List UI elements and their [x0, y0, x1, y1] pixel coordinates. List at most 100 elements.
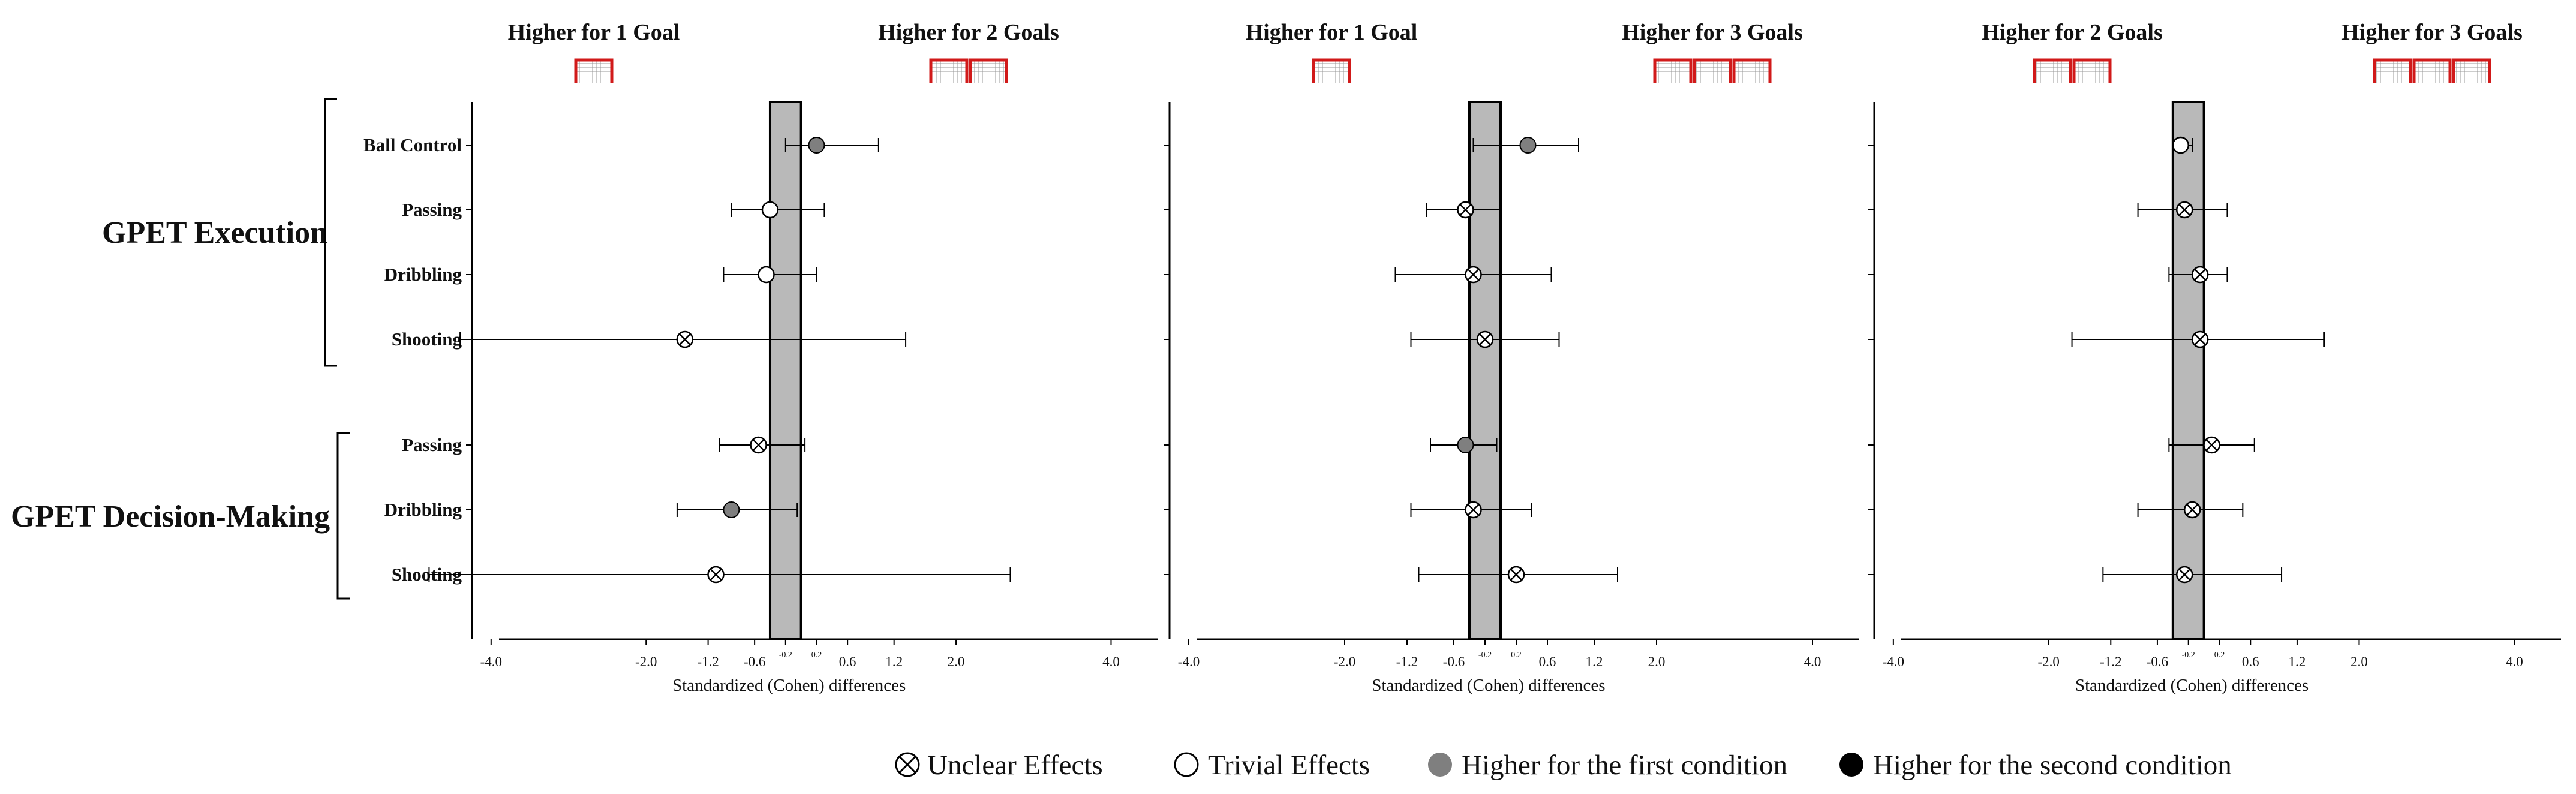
unclear-cross — [678, 333, 691, 345]
x-tick-label: -0.2 — [1478, 651, 1492, 660]
effect-point-trivial — [2172, 136, 2190, 154]
x-tick-label: 2.0 — [1648, 654, 1666, 669]
panel-header-left: Higher for 1 Goal — [1246, 20, 1418, 45]
unclear-cross — [1510, 569, 1522, 581]
goal-icon — [1732, 58, 1772, 83]
legend-label-second: Higher for the second condition — [1873, 750, 2232, 781]
panel-header-left: Higher for 2 Goals — [1982, 20, 2163, 45]
goal-icon — [969, 58, 1008, 83]
x-axis-label: Standardized (Cohen) differences — [1372, 676, 1605, 695]
unclear-cross — [752, 439, 765, 451]
goal-net-icon — [1735, 60, 1769, 83]
unclear-cross — [2178, 204, 2191, 216]
row-label: Dribbling — [384, 264, 462, 285]
x-tick-label: 0.6 — [2242, 654, 2259, 669]
legend: Unclear Effects Trivial Effects Higher f… — [895, 750, 2232, 781]
legend-label-trivial: Trivial Effects — [1208, 750, 1370, 781]
goal-icon — [1312, 58, 1351, 83]
x-tick-label: 2.0 — [2350, 654, 2368, 669]
panel-header-left: Higher for 1 Goal — [508, 20, 680, 45]
x-tick-label: -1.2 — [697, 654, 719, 669]
x-axis-label: Standardized (Cohen) differences — [672, 676, 906, 695]
x-tick-label: 0.6 — [1539, 654, 1556, 669]
x-tick-label: -0.6 — [744, 654, 765, 669]
legend-label-first: Higher for the first condition — [1462, 750, 1787, 781]
goal-icon — [2452, 58, 2491, 83]
unclear-cross — [1467, 269, 1480, 281]
panel-1-goal-vs-3-goals: Higher for 1 Goal Higher for 3 Goals -4.0 -… — [1164, 20, 1859, 695]
goal-icon — [929, 58, 969, 83]
unclear-cross — [710, 569, 722, 581]
trivial-effect-band — [768, 101, 802, 640]
x-tick-label: -0.6 — [1443, 654, 1465, 669]
goal-net-icon — [2036, 60, 2069, 83]
panel-header-right: Higher for 2 Goals — [878, 20, 1059, 45]
x-tick-label: 1.2 — [2289, 654, 2306, 669]
x-tick-label: -1.2 — [1396, 654, 1418, 669]
goal-net-icon — [932, 60, 966, 83]
unclear-cross — [1459, 204, 1472, 216]
x-tick-label: 4.0 — [1102, 654, 1120, 669]
effect-point-first — [808, 137, 825, 154]
unclear-cross — [2205, 439, 2218, 451]
unclear-cross — [2186, 504, 2199, 516]
x-tick-label: -2.0 — [2038, 654, 2060, 669]
goal-net-icon — [1315, 60, 1348, 83]
legend-second: Higher for the second condition — [1839, 750, 2232, 781]
goal-icon — [1693, 58, 1732, 83]
effect-point-first — [723, 501, 740, 518]
effect-point-first — [1457, 437, 1474, 453]
group-bracket-execution — [324, 98, 337, 367]
x-tick-label: 0.2 — [811, 651, 822, 660]
goal-net-icon — [577, 60, 611, 83]
row-label: Ball Control — [363, 134, 462, 155]
x-tick-label: -4.0 — [480, 654, 502, 669]
effect-point-first — [1519, 137, 1537, 154]
goal-icon — [1653, 58, 1693, 83]
x-tick-label: -1.2 — [2100, 654, 2121, 669]
x-tick-label: 0.6 — [839, 654, 856, 669]
goal-net-icon — [2075, 60, 2109, 83]
x-tick-label: 1.2 — [1586, 654, 1603, 669]
panel-header-right: Higher for 3 Goals — [1622, 20, 1803, 45]
row-label: Passing — [402, 199, 462, 220]
effect-point-trivial — [758, 266, 775, 284]
x-tick-label: -4.0 — [1883, 654, 1904, 669]
trivial-effect-marker — [1174, 752, 1199, 777]
x-tick-label: 0.2 — [2214, 651, 2225, 660]
x-tick-label: 4.0 — [1804, 654, 1821, 669]
goal-net-icon — [2415, 60, 2449, 83]
x-tick-label: -0.2 — [2182, 651, 2195, 660]
row-label: Dribbling — [384, 499, 462, 520]
x-tick-label: 2.0 — [948, 654, 965, 669]
goal-net-icon — [2376, 60, 2409, 83]
first-condition-marker — [1428, 753, 1452, 777]
goal-net-icon — [1656, 60, 1690, 83]
unclear-effect-cross — [898, 756, 916, 774]
trivial-effect-band — [1468, 101, 1502, 640]
group-label-execution: GPET Execution — [102, 216, 327, 250]
goal-net-icon — [2455, 60, 2488, 83]
goal-icon — [2373, 58, 2412, 83]
x-tick-label: -0.2 — [779, 651, 792, 660]
unclear-cross — [2178, 569, 2191, 581]
panel-header-right: Higher for 3 Goals — [2341, 20, 2523, 45]
x-tick-label: -4.0 — [1178, 654, 1200, 669]
legend-label-unclear: Unclear Effects — [927, 750, 1103, 781]
row-label: Shooting — [392, 329, 462, 350]
goal-net-icon — [972, 60, 1005, 83]
group-bracket-decision-making — [336, 432, 350, 600]
x-tick-label: 4.0 — [2506, 654, 2523, 669]
legend-first: Higher for the first condition — [1428, 750, 1787, 781]
x-tick-label: -0.6 — [2147, 654, 2168, 669]
goal-icon — [2033, 58, 2072, 83]
legend-unclear: Unclear Effects — [895, 750, 1103, 781]
unclear-cross — [2194, 269, 2207, 281]
trivial-effect-band — [2171, 101, 2205, 640]
goal-icon — [2412, 58, 2452, 83]
group-label-decision-making: GPET Decision-Making — [11, 500, 330, 534]
unclear-cross — [1479, 333, 1491, 345]
panel-2-goals-vs-3-goals: Higher for 2 Goals Higher for 3 Goals -4.0… — [1868, 20, 2561, 695]
second-condition-marker — [1839, 753, 1863, 777]
